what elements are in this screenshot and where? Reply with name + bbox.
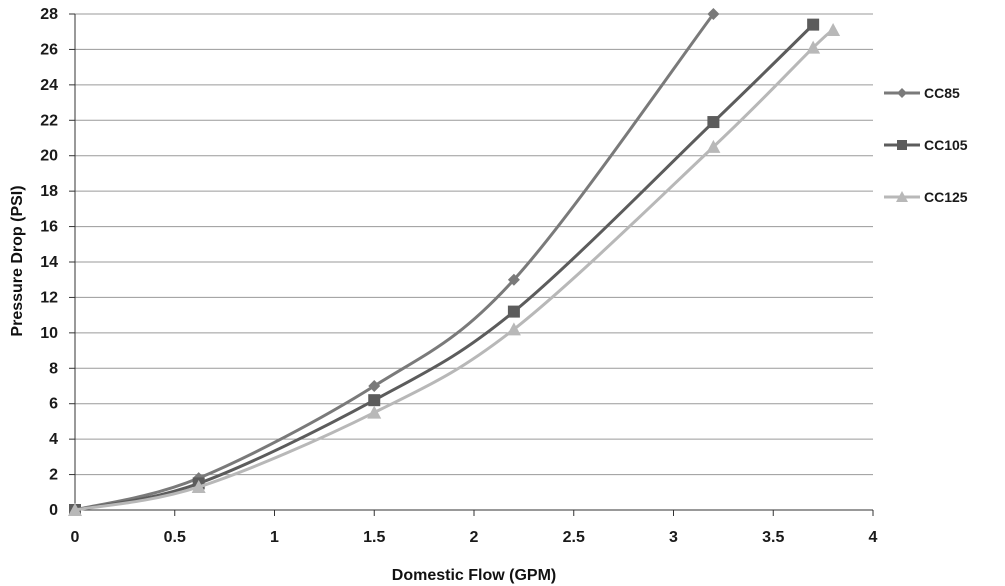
data-point-cc125 (706, 139, 721, 153)
legend-marker-square (897, 140, 907, 150)
y-tick-label: 14 (40, 254, 58, 271)
data-point-cc125 (806, 40, 821, 54)
gridlines (75, 13, 873, 476)
data-point-cc105 (368, 394, 381, 407)
data-point-cc105 (807, 18, 820, 31)
legend-label: CC125 (924, 189, 968, 205)
legend-marker-diamond (897, 88, 907, 98)
x-tick-label: 0 (71, 529, 80, 546)
data-point-cc85 (368, 380, 381, 392)
y-tick-label: 22 (40, 112, 58, 129)
legend-item-cc125: CC125 (884, 189, 968, 205)
y-tick-label: 4 (49, 431, 58, 448)
y-tick-label: 12 (40, 289, 58, 306)
legend-item-cc105: CC105 (884, 137, 968, 153)
x-tick-label: 3.5 (762, 529, 784, 546)
data-point-cc125 (826, 22, 841, 36)
y-tick-label: 2 (49, 467, 58, 484)
data-point-cc125 (506, 322, 521, 336)
data-point-cc125 (191, 479, 206, 493)
series-line-cc85 (74, 13, 715, 512)
y-tick-label: 18 (40, 183, 58, 200)
legend-item-cc85: CC85 (884, 85, 960, 101)
data-point-cc105 (507, 305, 520, 318)
data-point-cc85 (507, 273, 520, 286)
y-tick-label: 26 (40, 41, 58, 58)
x-tick-label: 2.5 (563, 529, 585, 546)
legend-label: CC85 (924, 85, 960, 101)
y-tick-label: 20 (40, 148, 58, 165)
data-point-cc105 (707, 116, 720, 129)
x-tick-label: 3 (669, 529, 678, 546)
series-line-cc105 (74, 23, 815, 512)
axes (69, 13, 874, 516)
x-axis-title: Domestic Flow (GPM) (392, 567, 556, 584)
x-axis-ticks: 0 0.5 1 1.5 2 2.5 3 3.5 4 (71, 529, 878, 546)
x-tick-label: 2 (470, 529, 479, 546)
y-tick-label: 8 (49, 360, 58, 377)
series-cc125 (68, 22, 841, 516)
series-line-cc125 (74, 28, 835, 512)
data-point-cc125 (68, 503, 82, 516)
y-tick-label: 16 (40, 219, 58, 236)
legend: CC85 CC105 CC125 (884, 85, 968, 205)
y-tick-label: 6 (49, 396, 58, 413)
legend-marker-triangle (896, 191, 908, 202)
y-tick-label: 0 (49, 502, 58, 519)
x-tick-label: 1 (270, 529, 279, 546)
x-tick-label: 4 (869, 529, 878, 546)
legend-label: CC105 (924, 137, 968, 153)
x-tick-label: 0.5 (164, 529, 186, 546)
y-axis-title: Pressure Drop (PSI) (9, 185, 26, 336)
series-cc105 (69, 18, 820, 516)
y-tick-label: 24 (40, 77, 58, 94)
x-tick-label: 1.5 (363, 529, 385, 546)
series-lines (68, 8, 841, 516)
y-tick-label: 10 (40, 325, 58, 342)
data-point-cc125 (367, 405, 382, 419)
data-point-cc85 (707, 8, 720, 20)
y-tick-label: 28 (40, 6, 58, 23)
